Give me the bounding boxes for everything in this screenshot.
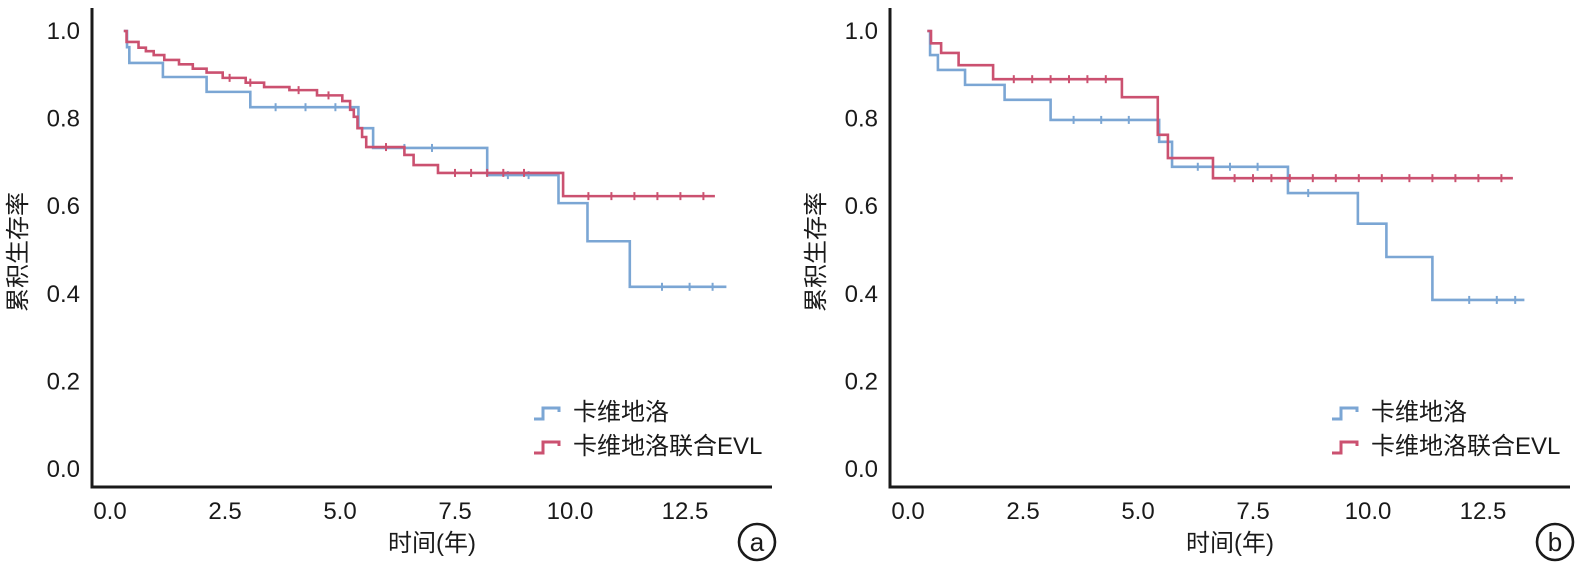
axes-spines xyxy=(888,8,1570,489)
x-tick-label: 5.0 xyxy=(1121,498,1154,525)
x-tick-label: 5.0 xyxy=(323,498,356,525)
y-tick-label: 0.8 xyxy=(845,106,878,133)
km-chart-a: 0.0 0.2 0.4 0.6 0.8 1.0 0.0 2.5 5.0 7.5 10.0 12.5 时间… xyxy=(5,8,777,562)
legend-label-combo: 卡维地洛联合EVL xyxy=(573,433,762,460)
y-tick-label: 1.0 xyxy=(845,18,878,45)
x-tick-label: 10.0 xyxy=(547,498,594,525)
y-tick-label: 0.0 xyxy=(47,456,80,483)
x-tick-label: 10.0 xyxy=(1345,498,1392,525)
x-tick-label: 2.5 xyxy=(1006,498,1039,525)
y-tick-label: 0.4 xyxy=(845,281,878,308)
legend-label-carvedilol: 卡维地洛 xyxy=(573,399,669,426)
x-tick-label: 0.0 xyxy=(891,498,924,525)
legend-carvedilol-icon xyxy=(534,406,561,421)
panel-badge-letter: a xyxy=(750,527,765,557)
legend-label-carvedilol: 卡维地洛 xyxy=(1371,399,1467,426)
x-tick-label: 7.5 xyxy=(1236,498,1269,525)
legend-combo-icon xyxy=(534,440,561,455)
legend-label-combo: 卡维地洛联合EVL xyxy=(1371,433,1560,460)
panel-b: 0.0 0.2 0.4 0.6 0.8 1.0 0.0 2.5 5.0 7.5 10.0 12.5 时间… xyxy=(798,0,1595,569)
x-tick-label: 12.5 xyxy=(662,498,709,525)
panel-badge-circle xyxy=(737,522,777,562)
axes-spines xyxy=(90,8,772,489)
y-axis-title: 累积生存率 xyxy=(803,192,830,312)
series-combo-curve xyxy=(123,29,715,198)
y-tick-label: 0.2 xyxy=(47,368,80,395)
panel-badge-circle xyxy=(1535,522,1575,562)
legend-combo-icon xyxy=(1332,440,1359,455)
km-chart-b: 0.0 0.2 0.4 0.6 0.8 1.0 0.0 2.5 5.0 7.5 10.0 12.5 时间… xyxy=(803,8,1575,562)
x-axis-title: 时间(年) xyxy=(388,530,476,557)
x-tick-label: 7.5 xyxy=(438,498,471,525)
y-axis-title: 累积生存率 xyxy=(5,192,32,312)
panel-a: 0.0 0.2 0.4 0.6 0.8 1.0 0.0 2.5 5.0 7.5 10.0 12.5 时间… xyxy=(0,0,797,569)
y-tick-label: 0.2 xyxy=(845,368,878,395)
x-tick-label: 0.0 xyxy=(93,498,126,525)
y-tick-label: 0.6 xyxy=(47,193,80,220)
x-tick-label: 12.5 xyxy=(1460,498,1507,525)
y-tick-label: 0.0 xyxy=(845,456,878,483)
y-tick-label: 0.8 xyxy=(47,106,80,133)
legend-carvedilol-icon xyxy=(1332,406,1359,421)
x-axis-title: 时间(年) xyxy=(1186,530,1274,557)
series-combo-curve xyxy=(927,29,1513,180)
series-carvedilol-curve xyxy=(123,29,727,289)
y-tick-label: 1.0 xyxy=(47,18,80,45)
x-tick-label: 2.5 xyxy=(208,498,241,525)
panel-badge-letter: b xyxy=(1548,527,1562,557)
y-tick-label: 0.6 xyxy=(845,193,878,220)
series-carvedilol-curve xyxy=(927,29,1525,302)
y-tick-label: 0.4 xyxy=(47,281,80,308)
